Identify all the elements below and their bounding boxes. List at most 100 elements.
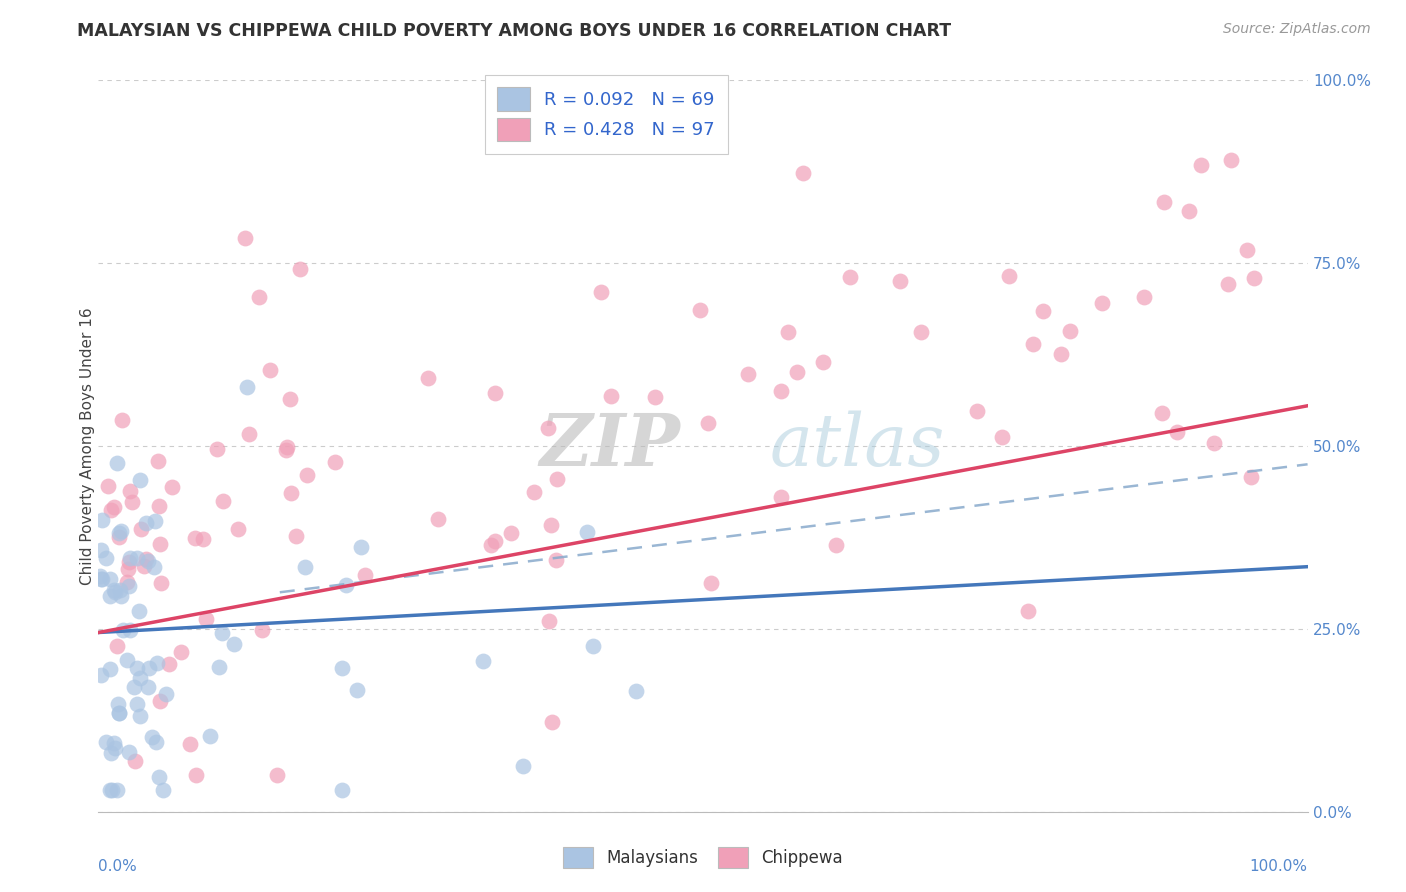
Point [472,654,495,668]
Point [146,656,169,670]
Point [101,782,124,797]
Point [157,657,180,672]
Text: Source: ZipAtlas.com: Source: ZipAtlas.com [1223,22,1371,37]
Point [105,782,128,797]
Point [224,637,246,651]
Point [1243,271,1265,285]
Point [330,782,353,797]
Point [152,782,174,797]
Point [160,480,183,494]
Point [427,512,450,526]
Point [484,385,506,400]
Point [148,770,170,784]
Point [332,661,354,675]
Point [122,680,145,694]
Point [129,709,152,723]
Point [108,706,131,721]
Point [117,562,139,576]
Point [544,552,567,566]
Point [1240,470,1263,484]
Point [149,576,172,591]
Point [1050,347,1073,361]
Point [89,569,111,583]
Text: 0.0%: 0.0% [98,859,138,874]
Point [1220,153,1243,168]
Point [138,661,160,675]
Point [536,421,558,435]
Point [600,389,623,403]
Point [1017,604,1039,618]
Point [108,706,131,720]
Point [966,404,988,418]
Point [125,661,148,675]
Point [228,522,250,536]
Point [193,532,215,546]
Point [501,526,523,541]
Point [546,472,568,486]
Point [149,694,172,708]
Point [184,768,207,782]
Point [100,503,122,517]
Point [148,500,170,514]
Point [110,524,132,538]
Point [353,567,375,582]
Point [512,759,534,773]
Point [91,572,114,586]
Text: ZIP: ZIP [540,410,681,482]
Point [134,558,156,573]
Point [540,715,562,730]
Point [145,735,167,749]
Point [107,697,129,711]
Point [115,575,138,590]
Point [792,166,814,180]
Point [103,583,125,598]
Point [100,590,122,604]
Point [1022,337,1045,351]
Point [274,442,297,457]
Point [105,456,128,470]
Legend: Malaysians, Chippewa: Malaysians, Chippewa [557,840,849,875]
Point [285,529,308,543]
Point [128,672,150,686]
Point [991,430,1014,444]
Point [737,367,759,381]
Point [700,576,723,591]
Text: atlas: atlas [769,410,945,482]
Point [124,755,146,769]
Point [479,538,502,552]
Point [1032,304,1054,318]
Point [236,380,259,394]
Point [136,681,159,695]
Point [418,371,440,385]
Point [117,579,139,593]
Point [1178,204,1201,219]
Point [233,231,256,245]
Point [110,589,132,603]
Point [824,538,846,552]
Point [1059,324,1081,338]
Text: MALAYSIAN VS CHIPPEWA CHILD POVERTY AMONG BOYS UNDER 16 CORRELATION CHART: MALAYSIAN VS CHIPPEWA CHILD POVERTY AMON… [77,22,952,40]
Point [118,483,141,498]
Point [212,493,235,508]
Point [811,355,834,369]
Point [94,735,117,749]
Point [250,623,273,637]
Point [1216,277,1239,291]
Point [97,479,120,493]
Point [1133,290,1156,304]
Point [100,746,122,760]
Point [1166,425,1188,439]
Point [538,614,561,628]
Point [484,534,506,549]
Text: 100.0%: 100.0% [1250,859,1308,874]
Point [90,542,112,557]
Point [1202,436,1225,450]
Point [1152,406,1174,420]
Point [104,740,127,755]
Point [108,583,131,598]
Point [689,303,711,318]
Point [100,662,122,676]
Point [107,525,129,540]
Point [576,525,599,540]
Point [350,540,373,554]
